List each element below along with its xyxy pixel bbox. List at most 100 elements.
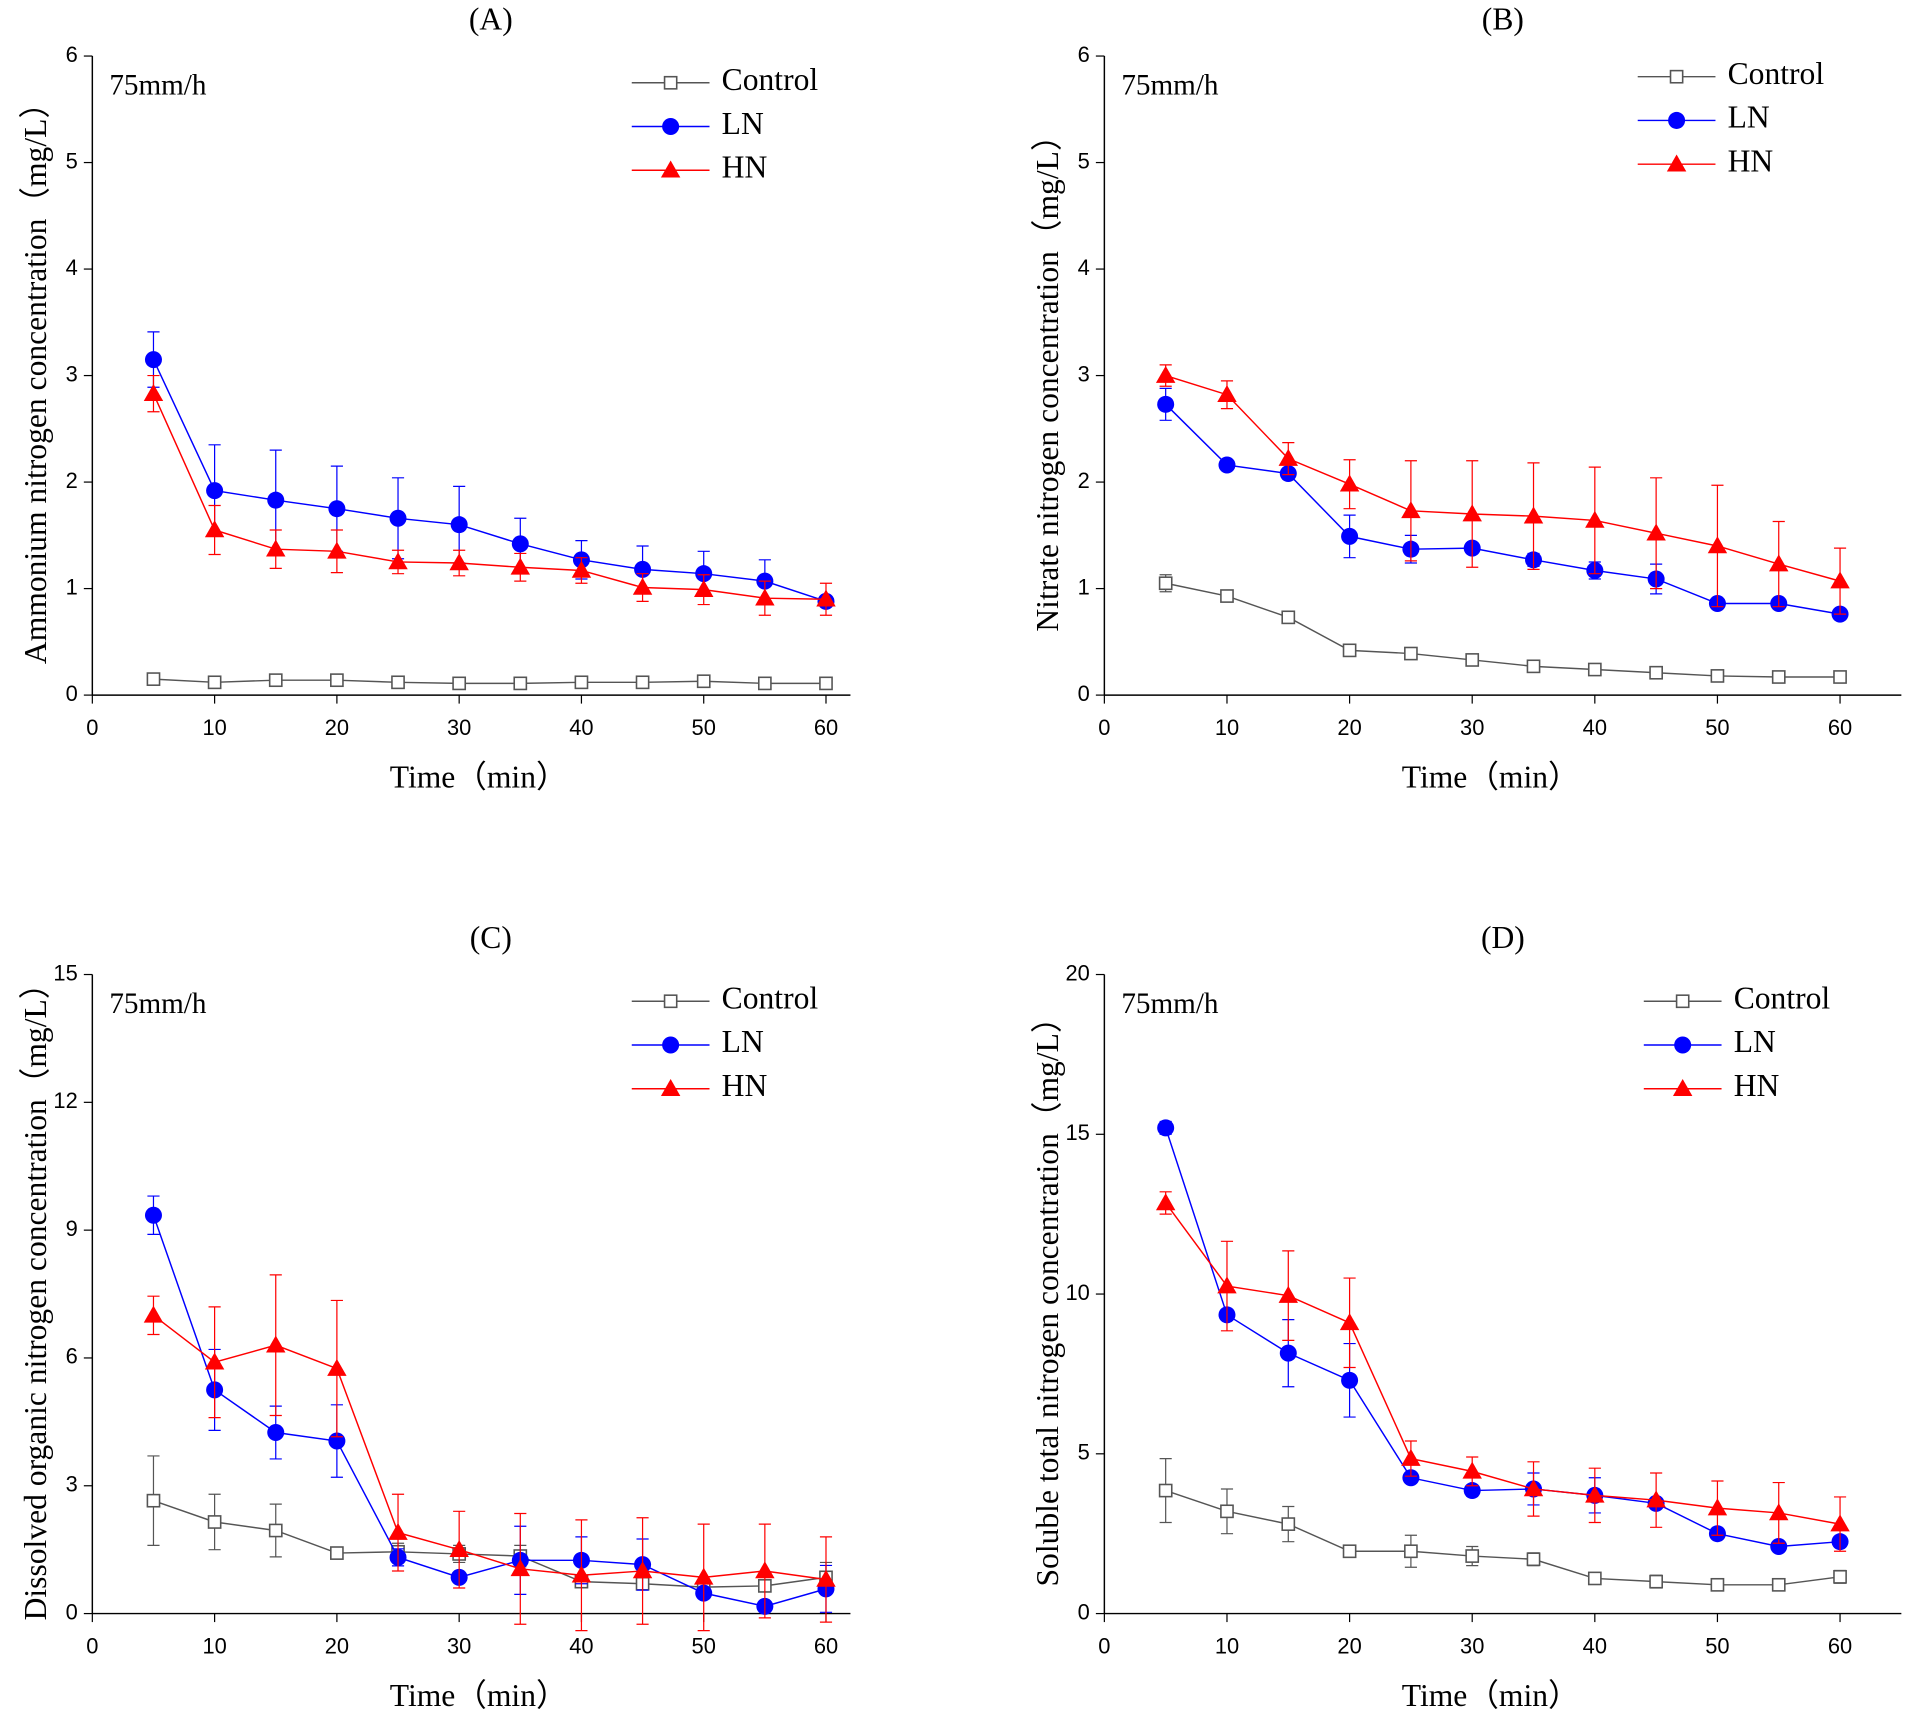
marker	[696, 674, 711, 689]
legend-label: LN	[722, 106, 764, 141]
marker	[449, 553, 469, 571]
x-tick-label: 30	[447, 715, 471, 740]
legend-label: HN	[1734, 1068, 1780, 1103]
marker	[1771, 1577, 1786, 1592]
marker	[662, 118, 680, 136]
marker	[816, 1569, 836, 1587]
chart-title: (D)	[1481, 920, 1525, 955]
y-tick-label: 2	[1078, 468, 1090, 493]
x-tick-label: 30	[1460, 1633, 1484, 1658]
marker	[327, 541, 347, 559]
marker	[663, 994, 678, 1009]
marker	[1833, 1569, 1847, 1584]
annotation: 75mm/h	[109, 988, 207, 1020]
marker	[693, 579, 714, 597]
marker	[1646, 1490, 1666, 1508]
marker	[144, 1206, 162, 1224]
marker	[510, 557, 531, 575]
x-tick-label: 60	[1828, 715, 1852, 740]
x-tick-label: 10	[1215, 715, 1239, 740]
marker	[1402, 1469, 1420, 1487]
series-line	[152, 359, 827, 603]
marker	[207, 1515, 222, 1529]
marker	[1769, 554, 1789, 572]
x-tick-label: 0	[1098, 715, 1110, 740]
marker	[693, 1567, 714, 1585]
marker	[1646, 523, 1666, 541]
marker	[268, 673, 283, 688]
marker	[1220, 589, 1234, 603]
marker	[327, 1358, 347, 1376]
marker	[267, 1424, 285, 1442]
x-tick-label: 10	[202, 715, 226, 740]
marker	[1526, 659, 1541, 674]
marker	[206, 482, 224, 500]
marker	[1585, 1485, 1605, 1503]
series-line	[153, 1314, 827, 1581]
series-line	[153, 678, 826, 685]
x-tick-label: 50	[1705, 715, 1729, 740]
marker	[1217, 385, 1237, 403]
marker	[1587, 1571, 1602, 1586]
annotation: 75mm/h	[109, 69, 207, 101]
marker	[450, 516, 468, 534]
marker	[635, 675, 650, 690]
marker	[1401, 1448, 1421, 1466]
marker	[1281, 1517, 1296, 1531]
x-tick-label: 60	[814, 715, 838, 740]
marker	[1401, 501, 1421, 519]
legend-label: LN	[1734, 1024, 1776, 1059]
marker	[816, 589, 836, 607]
y-tick-label: 3	[1078, 361, 1090, 386]
marker	[1668, 111, 1686, 129]
marker	[695, 565, 713, 583]
marker	[819, 676, 833, 691]
y-axis-label: Nitrate nitrogen concentration（mg/L）	[1030, 120, 1065, 632]
series-line	[152, 393, 827, 600]
marker	[571, 1565, 592, 1583]
x-tick-label: 20	[1337, 1633, 1361, 1658]
marker	[1769, 1503, 1789, 1521]
marker	[510, 1559, 531, 1577]
series-line	[1165, 582, 1841, 678]
y-tick-label: 15	[53, 960, 77, 985]
series-line	[1165, 1489, 1841, 1586]
marker	[449, 1539, 469, 1557]
marker	[1523, 1479, 1544, 1497]
marker	[1220, 1504, 1234, 1519]
x-tick-label: 20	[325, 1633, 349, 1658]
marker	[1342, 1544, 1357, 1559]
x-tick-label: 30	[447, 1633, 471, 1658]
y-tick-label: 0	[66, 681, 78, 706]
marker	[1830, 1514, 1850, 1532]
marker	[146, 1493, 161, 1508]
marker	[662, 1036, 680, 1054]
marker	[1666, 154, 1687, 172]
x-tick-label: 0	[86, 715, 98, 740]
legend-label: Control	[722, 981, 819, 1016]
marker	[1771, 670, 1786, 684]
marker	[574, 675, 589, 690]
marker	[632, 577, 653, 595]
marker	[1587, 662, 1602, 677]
marker	[1523, 506, 1544, 524]
marker	[1339, 1313, 1360, 1331]
marker	[143, 383, 164, 401]
marker	[328, 500, 346, 518]
marker	[267, 491, 285, 509]
marker	[1465, 1549, 1480, 1563]
marker	[1707, 536, 1728, 554]
marker	[511, 535, 529, 553]
marker	[513, 676, 528, 691]
chart-title: (C)	[470, 920, 512, 955]
marker	[1158, 1483, 1173, 1498]
y-tick-label: 0	[1078, 1599, 1090, 1624]
marker	[1669, 69, 1684, 84]
x-tick-label: 50	[692, 1633, 716, 1658]
marker	[1278, 1285, 1299, 1303]
marker	[1218, 456, 1236, 474]
marker	[144, 351, 162, 369]
